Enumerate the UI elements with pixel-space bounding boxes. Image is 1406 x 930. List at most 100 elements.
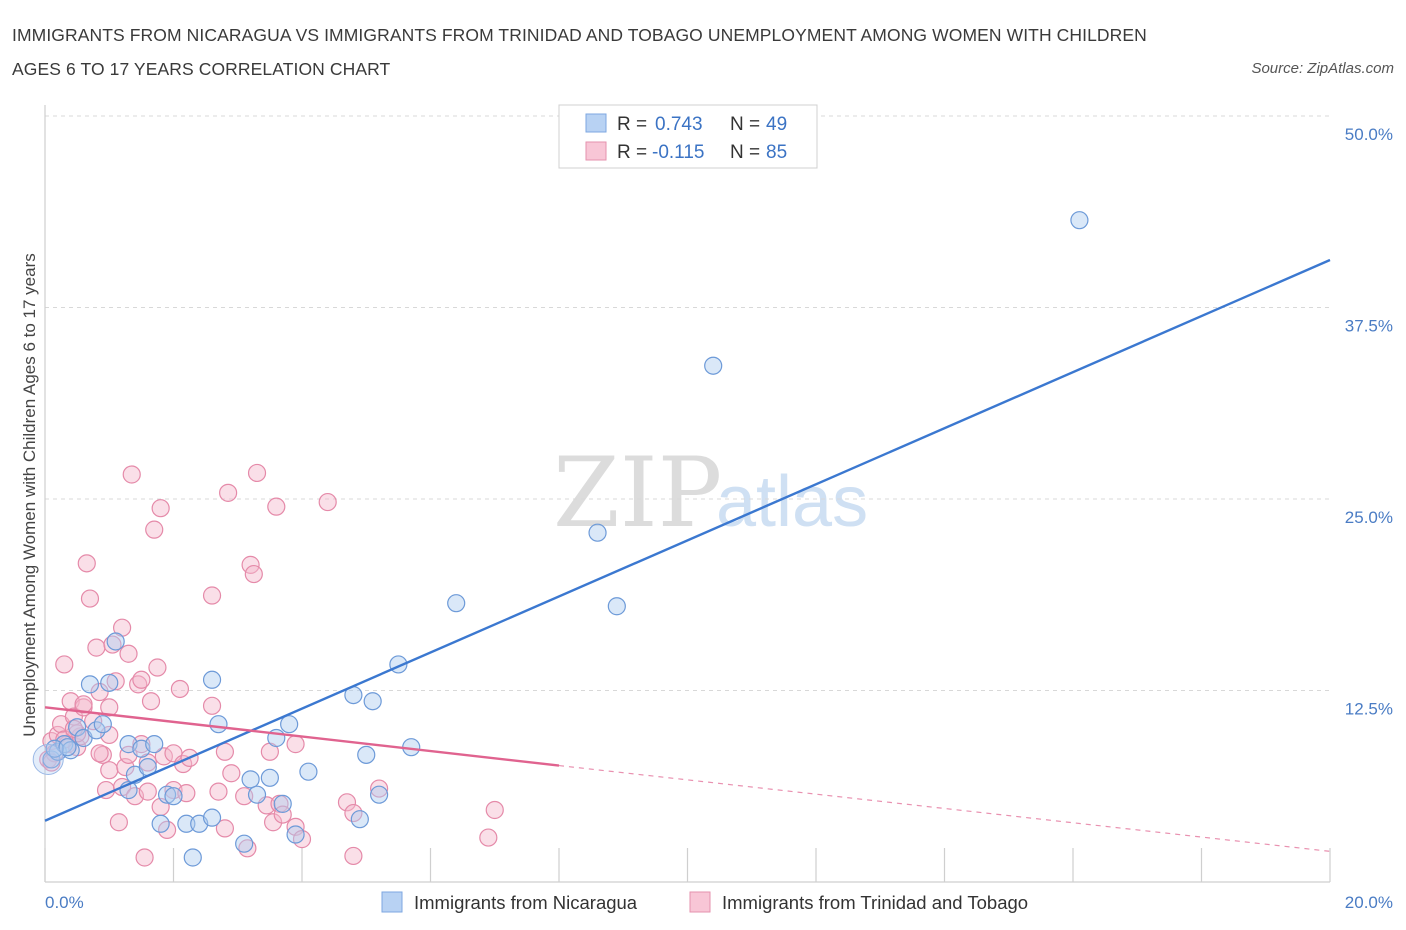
legend-box: R = 0.743 N = 49 R = -0.115 N = 85	[558, 104, 818, 169]
nicaragua-point-25	[209, 715, 228, 734]
nicaragua-point-4	[68, 718, 87, 737]
trinidad-point-35	[141, 692, 161, 711]
trinidad-point-83	[132, 735, 151, 754]
trinidad-point-12	[77, 554, 96, 573]
nicaragua-point-17	[151, 814, 170, 833]
nicaragua-point-42	[447, 594, 466, 613]
trinidad-point-64	[273, 805, 292, 824]
chart-title: IMMIGRANTS FROM NICARAGUA VS IMMIGRANTS …	[12, 25, 1147, 79]
trinidad-trend-line	[44, 706, 560, 767]
trinidad-point-69	[337, 793, 357, 812]
y-tick-label-3: 50.0%	[1345, 125, 1393, 144]
x-tick-label-1: 20.0%	[1345, 893, 1393, 912]
series-trinidad-points	[39, 463, 504, 867]
trinidad-point-13	[80, 589, 100, 608]
nicaragua-point-23	[202, 808, 222, 827]
nicaragua-point-31	[273, 794, 292, 813]
x-tick-labels: 0.0% 20.0%	[45, 893, 1393, 912]
nicaragua-point-44	[607, 597, 626, 616]
nicaragua-point-large	[32, 743, 64, 775]
y-tick-label-0: 12.5%	[1345, 700, 1393, 719]
nicaragua-point-8	[93, 715, 112, 734]
nicaragua-point-6	[80, 675, 100, 694]
trinidad-point-20	[100, 761, 119, 780]
watermark-atlas: atlas	[716, 462, 868, 542]
nicaragua-point-48	[58, 738, 77, 757]
nicaragua-point-34	[299, 762, 318, 781]
bottom-legend-label-2: Immigrants from Trinidad and Tobago	[722, 892, 1028, 913]
trinidad-point-23	[109, 813, 128, 832]
trinidad-point-72	[370, 779, 389, 798]
chart-source: Source: ZipAtlas.com	[1251, 60, 1394, 77]
legend-r-value-2: -0.115	[652, 142, 704, 163]
trinidad-point-48	[202, 586, 222, 605]
nicaragua-point-9	[100, 673, 119, 692]
trinidad-point-73	[479, 828, 498, 847]
nicaragua-trend-line	[44, 258, 1331, 822]
trinidad-point-71	[344, 846, 363, 866]
trinidad-point-47	[202, 696, 222, 715]
trinidad-point-39	[151, 499, 170, 518]
bottom-legend-label-1: Immigrants from Nicaragua	[414, 892, 638, 913]
watermark: ZIP atlas	[553, 437, 868, 549]
trinidad-trend-extension	[558, 764, 1331, 852]
nicaragua-point-28	[247, 785, 267, 804]
trinidad-point-5	[55, 655, 74, 674]
trinidad-point-27	[119, 644, 138, 663]
nicaragua-point-3	[61, 741, 80, 760]
trinidad-point-77	[90, 744, 109, 763]
bottom-legend-swatch-pink	[689, 891, 711, 913]
trinidad-point-82	[100, 698, 119, 717]
legend-n-label-1: N =	[730, 114, 760, 135]
nicaragua-point-27	[241, 770, 260, 789]
nicaragua-point-19	[164, 787, 183, 806]
bottom-legend-swatch-blue	[381, 891, 403, 913]
trinidad-point-51	[215, 819, 234, 838]
nicaragua-point-37	[357, 745, 376, 764]
nicaragua-point-32	[280, 715, 299, 734]
y-axis-label: Unemployment Among Women with Children A…	[20, 253, 39, 737]
nicaragua-point-29	[260, 768, 279, 787]
trinidad-point-52	[219, 483, 238, 502]
y-tick-labels: 12.5% 25.0% 37.5% 50.0%	[1345, 125, 1393, 719]
trinidad-point-65	[286, 735, 305, 754]
legend-r-label-1: R =	[617, 114, 647, 135]
trinidad-point-36	[145, 520, 164, 539]
trinidad-point-21	[103, 635, 122, 654]
trinidad-point-49	[209, 782, 228, 801]
trinidad-point-22	[106, 672, 125, 691]
x-tick-label-0: 0.0%	[45, 893, 84, 912]
nicaragua-point-38	[363, 692, 382, 711]
trinidad-point-61	[263, 813, 283, 832]
nicaragua-point-45	[704, 356, 723, 375]
nicaragua-point-21	[183, 848, 202, 867]
nicaragua-point-36	[350, 810, 369, 829]
nicaragua-point-24	[202, 670, 222, 689]
nicaragua-point-18	[157, 785, 177, 804]
nicaragua-point-20	[177, 814, 196, 833]
trinidad-point-67	[292, 830, 312, 849]
bottom-legend: Immigrants from Nicaragua Immigrants fro…	[381, 891, 1028, 913]
trinidad-point-15	[87, 638, 106, 657]
nicaragua-point-33	[286, 825, 305, 844]
nicaragua-point-39	[370, 785, 389, 804]
trinidad-point-62	[267, 497, 286, 516]
trinidad-point-33	[135, 848, 154, 867]
legend-n-label-2: N =	[730, 142, 760, 163]
nicaragua-point-16	[145, 735, 164, 754]
nicaragua-point-46	[1070, 211, 1089, 230]
trinidad-point-44	[170, 679, 190, 699]
nicaragua-point-43	[588, 523, 607, 542]
trinidad-point-74	[485, 800, 504, 820]
legend-n-value-1: 49	[766, 114, 787, 135]
trinidad-point-53	[222, 764, 241, 783]
legend-n-value-2: 85	[766, 142, 787, 163]
x-tick-marks	[44, 848, 1331, 882]
series-nicaragua-points	[32, 211, 1089, 867]
y-tick-label-1: 25.0%	[1345, 508, 1393, 527]
trinidad-point-57	[244, 564, 263, 584]
nicaragua-point-26	[235, 834, 254, 853]
trinidad-point-37	[148, 658, 167, 677]
legend-swatch-blue	[585, 113, 607, 133]
